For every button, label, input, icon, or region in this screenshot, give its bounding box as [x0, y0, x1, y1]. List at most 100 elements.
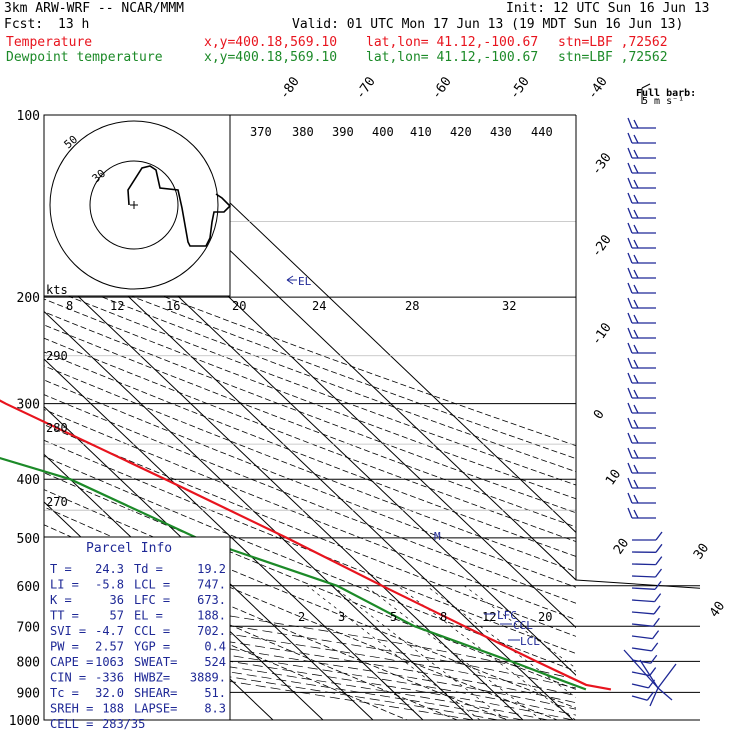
mixing-ratio-label: 3: [338, 610, 345, 624]
wind-barb-staff: [657, 663, 677, 689]
isotherm-label: -50: [507, 74, 533, 102]
isotherm-line: [137, 115, 576, 534]
hodograph-ring-inner: [89, 160, 179, 250]
wind-barb-staff: [631, 563, 656, 566]
wind-barb-flag: [633, 299, 639, 309]
model-title: 3km ARW-WRF -- NCAR/MMM: [4, 1, 185, 16]
parcel-field-value: 702.: [197, 624, 226, 638]
fcst-value: 13 h: [58, 17, 90, 32]
wind-barb-flag: [633, 404, 639, 414]
isotherm-label: -10: [589, 320, 615, 348]
wind-barb-flag: [654, 580, 662, 590]
valid-time: Valid: 01 UTC Mon 17 Jun 13 (19 MDT Sun …: [292, 17, 684, 32]
moist-adiabat: [44, 631, 574, 720]
wind-barb-flag: [655, 543, 663, 553]
hodograph-speed-label: 16: [166, 299, 180, 313]
wind-barb-staff: [631, 611, 655, 615]
isotherm-line: [44, 358, 424, 720]
hodograph-speed-label: 24: [312, 299, 326, 313]
parcel-field-value: 188: [102, 702, 124, 716]
wind-barb-flag: [633, 269, 639, 279]
wind-barb-flag: [633, 209, 639, 219]
theta-label: 270: [46, 495, 68, 509]
parcel-field-value: 51.: [204, 686, 226, 700]
wind-barb-flag: [633, 149, 639, 159]
temperature-stn: stn=LBF ,72562: [558, 35, 668, 50]
moist-adiabat: [44, 625, 576, 716]
hodograph-speed-label: 8: [66, 299, 73, 313]
wind-barb-flag: [649, 667, 657, 676]
dry-adiabat: [44, 455, 576, 672]
dry-adiabat: [44, 365, 576, 573]
isotherm-line: [44, 310, 474, 720]
wind-barb-flag: [627, 177, 633, 189]
wind-barb-flag: [633, 194, 639, 204]
mixing-ratio-label: 20: [538, 610, 552, 624]
parcel-field-label: SHEAR=: [134, 686, 177, 700]
wind-barb-flag: [654, 568, 663, 578]
parcel-info-panel: Parcel Info T = 24.3 Td = 19.2 LI = -5.8 LCL =…: [43, 536, 231, 731]
dry-adiabat: [44, 409, 576, 621]
wind-barb-staff: [631, 635, 653, 640]
wind-barb-flag: [633, 164, 639, 174]
isotherm-label: -20: [589, 232, 615, 260]
wind-barb-flag: [654, 593, 662, 603]
wind-barb-staff: [631, 695, 648, 701]
parcel-field-value: -4.7: [95, 624, 124, 638]
wind-barb-flag: [646, 691, 654, 701]
theta-label: 400: [372, 125, 394, 139]
wind-barb-flag: [627, 132, 633, 144]
theta-label: 440: [531, 125, 553, 139]
wind-barb-flag: [633, 329, 639, 339]
theta-label: 430: [490, 125, 512, 139]
hodograph-units-label: kts: [46, 283, 68, 297]
wind-barb-flag: [627, 297, 633, 309]
parcel-field-label: TT =: [50, 609, 79, 623]
wind-barb-flag: [633, 359, 639, 369]
dry-adiabat: [44, 424, 576, 637]
pressure-tick-label: 800: [17, 655, 40, 670]
pressure-tick-label: 300: [17, 398, 40, 413]
wind-barb-flag: [627, 402, 633, 414]
wind-barb-flag: [627, 147, 633, 159]
parcel-field-label: EL =: [134, 609, 163, 623]
mixing-ratio-label: 12: [482, 610, 496, 624]
parcel-field-value: 283/35: [102, 717, 145, 731]
temperature-legend: Temperature: [6, 35, 93, 50]
parcel-field-value: 673.: [197, 593, 226, 607]
wind-barb-staff: [639, 659, 659, 689]
wind-barb-staff: [631, 623, 654, 627]
ccl-annotation: CCL: [513, 619, 533, 632]
wind-barb-flag: [627, 432, 633, 444]
dewpoint-xy: x,y=400.18,569.10: [204, 50, 338, 65]
dewpoint-profile: [0, 457, 587, 691]
full-barb-legend: Full barb: 5 m s⁻¹: [636, 83, 696, 107]
parcel-field-label: SWEAT=: [134, 655, 177, 669]
wind-barb-flag: [633, 179, 639, 189]
hodograph-speed-label: 20: [232, 299, 246, 313]
parcel-field-value: 524: [204, 655, 226, 669]
plot-right-frame: [575, 579, 701, 589]
mixing-ratio-label: 8: [440, 610, 447, 624]
dewpoint-legend: Dewpoint temperature: [6, 50, 163, 65]
dewpoint-stn: stn=LBF ,72562: [558, 50, 668, 65]
wind-barb-flag: [652, 617, 660, 627]
isotherm-label: -60: [429, 74, 455, 102]
wind-barb-flag: [633, 119, 639, 129]
wind-barb-flag: [627, 252, 633, 264]
wind-barb-flag: [652, 630, 660, 639]
temperature-profile: [0, 399, 612, 691]
pressure-tick-label: 1000: [9, 714, 40, 729]
parcel-field-value: 19.2: [197, 562, 226, 576]
parcel-field-value: 57: [110, 609, 124, 623]
dewpoint-latlon: lat,lon= 41.12,-100.67: [366, 50, 539, 65]
moist-adiabat: [44, 642, 524, 720]
wind-barb-flag: [633, 509, 639, 519]
wind-barb-staff: [631, 599, 655, 603]
fcst-label: Fcst:: [4, 17, 44, 32]
wind-barb-flag: [627, 387, 633, 399]
wind-barb-flag: [627, 327, 633, 339]
wind-barb-flag: [627, 222, 633, 234]
mixing-ratio-line: [365, 585, 542, 720]
wind-barb-flag: [633, 239, 639, 249]
